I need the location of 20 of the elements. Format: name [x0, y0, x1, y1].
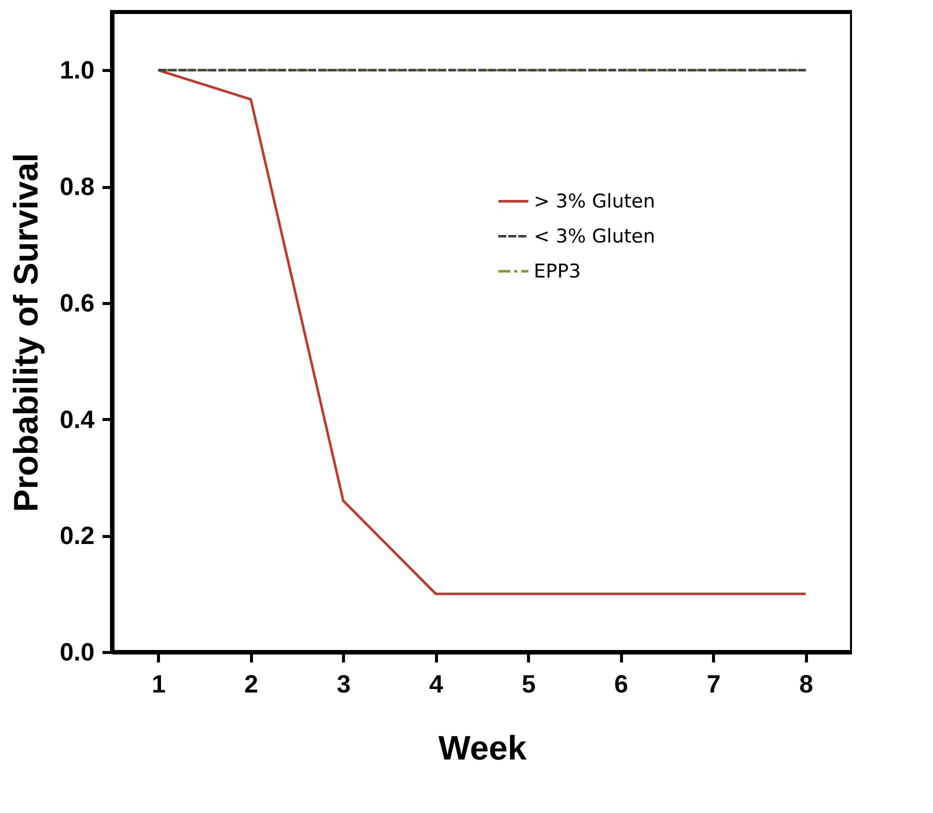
legend-label: > 3% Gluten [534, 190, 656, 212]
y-tick-label: 0.6 [60, 289, 94, 318]
x-axis-title: Week [438, 730, 527, 768]
y-tick-label: 0.0 [60, 638, 94, 666]
x-tick-label: 8 [799, 670, 814, 698]
x-tick-label: 2 [244, 670, 258, 698]
x-tick-label: 7 [706, 670, 721, 698]
x-tick-label: 6 [614, 670, 628, 698]
y-tick-label: 0.4 [60, 406, 95, 434]
y-tick-label: 1.0 [60, 56, 94, 85]
x-tick-label: 1 [152, 670, 166, 698]
y-tick-label: 0.8 [60, 173, 95, 202]
x-tick-label: 3 [336, 670, 351, 698]
legend-label: < 3% Gluten [534, 225, 656, 248]
y-tick-label: 0.2 [60, 522, 94, 550]
x-tick-label: 4 [429, 670, 444, 698]
x-tick-label: 5 [522, 670, 536, 698]
legend-label: EPP3 [534, 260, 581, 282]
y-axis-title: Probability of Survival [8, 153, 46, 512]
line-series [157, 68, 807, 596]
